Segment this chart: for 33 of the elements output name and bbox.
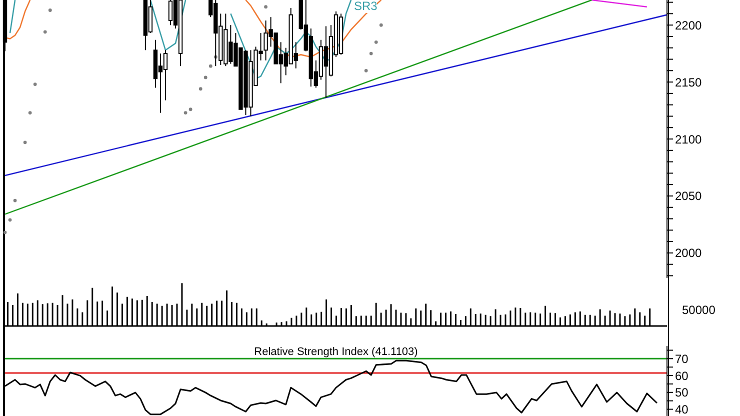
y-tick-label: 2100 bbox=[675, 132, 702, 146]
point bbox=[8, 218, 12, 222]
point bbox=[28, 111, 32, 114]
text: 50000 bbox=[682, 303, 716, 317]
point bbox=[13, 198, 17, 202]
line-series bbox=[245, 0, 382, 58]
point bbox=[374, 40, 378, 44]
y-tick-label: 70 bbox=[675, 352, 689, 366]
point bbox=[264, 5, 268, 9]
point bbox=[204, 76, 208, 80]
point bbox=[48, 8, 52, 12]
point bbox=[369, 52, 373, 56]
line-series bbox=[4, 0, 31, 40]
point bbox=[23, 140, 27, 144]
point bbox=[3, 230, 7, 234]
y-tick-label: 2150 bbox=[675, 75, 702, 90]
point bbox=[208, 64, 212, 68]
line-series bbox=[150, 0, 186, 51]
y-tick-label: 2000 bbox=[675, 246, 702, 260]
y-tick-label: 50 bbox=[675, 386, 689, 400]
point bbox=[364, 68, 368, 72]
point bbox=[33, 82, 37, 86]
y-tick-label: 60 bbox=[675, 368, 689, 383]
y-tick-label: 40 bbox=[675, 402, 689, 416]
y-tick-label: 2050 bbox=[675, 189, 702, 204]
y-tick-label: 2200 bbox=[675, 18, 702, 32]
point bbox=[43, 30, 47, 34]
point bbox=[188, 108, 192, 112]
point bbox=[379, 23, 383, 27]
chart-title: Relative Strength Index (41.1103) bbox=[253, 346, 419, 358]
point bbox=[184, 111, 188, 114]
annotation: SR3 bbox=[354, 0, 378, 13]
point bbox=[198, 87, 202, 91]
